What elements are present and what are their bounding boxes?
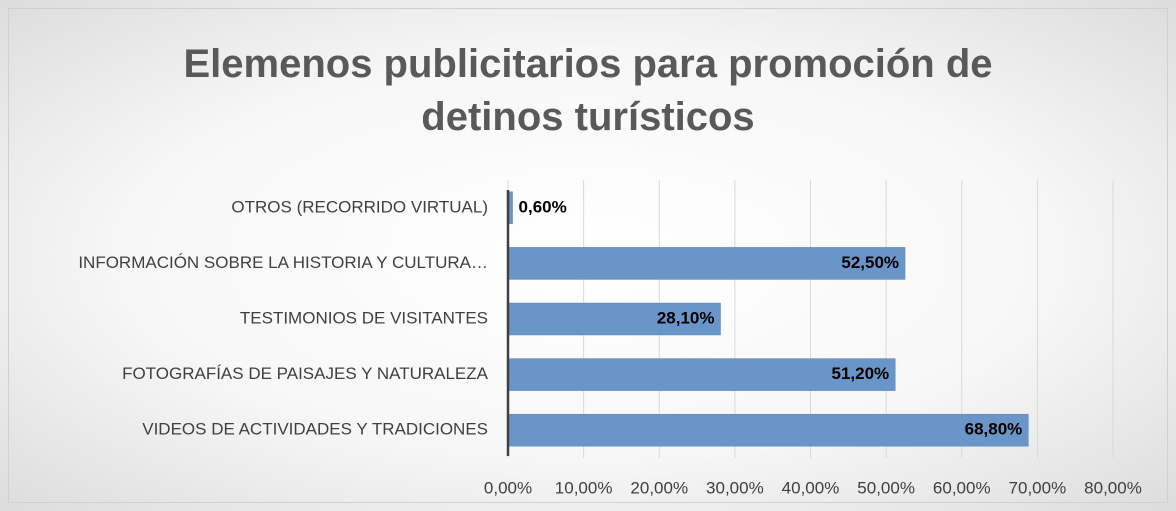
y-tick-label: TESTIMONIOS DE VISITANTES <box>240 308 488 327</box>
x-tick-label: 70,00% <box>1009 478 1067 497</box>
data-label: 0,60% <box>519 197 567 216</box>
x-tick-label: 50,00% <box>857 478 915 497</box>
chart-border <box>8 8 1168 503</box>
x-tick-label: 40,00% <box>782 478 840 497</box>
bar <box>507 302 721 336</box>
y-tick-label: VIDEOS DE ACTIVIDADES Y TRADICIONES <box>142 420 488 439</box>
y-tick-label: FOTOGRAFÍAS DE PAISAJES Y NATURALEZA <box>122 364 489 383</box>
data-label: 52,50% <box>841 253 899 272</box>
chart-title: Elemenos publicitarios para promoción de… <box>183 42 993 139</box>
x-tick-label: 60,00% <box>933 478 991 497</box>
data-label: 51,20% <box>832 364 890 383</box>
y-tick-label: OTROS (RECORRIDO VIRTUAL) <box>231 197 488 216</box>
x-tick-label: 0,00% <box>484 478 532 497</box>
x-tick-label: 10,00% <box>555 478 613 497</box>
bar <box>507 413 1029 447</box>
x-tick-label: 30,00% <box>706 478 764 497</box>
bar <box>507 247 906 280</box>
bar <box>507 358 896 391</box>
data-label: 28,10% <box>657 308 715 327</box>
x-tick-label: 80,00% <box>1084 478 1142 497</box>
y-tick-label: INFORMACIÓN SOBRE LA HISTORIA Y CULTURA… <box>78 253 488 272</box>
data-label: 68,80% <box>965 420 1023 439</box>
x-tick-label: 20,00% <box>630 478 688 497</box>
